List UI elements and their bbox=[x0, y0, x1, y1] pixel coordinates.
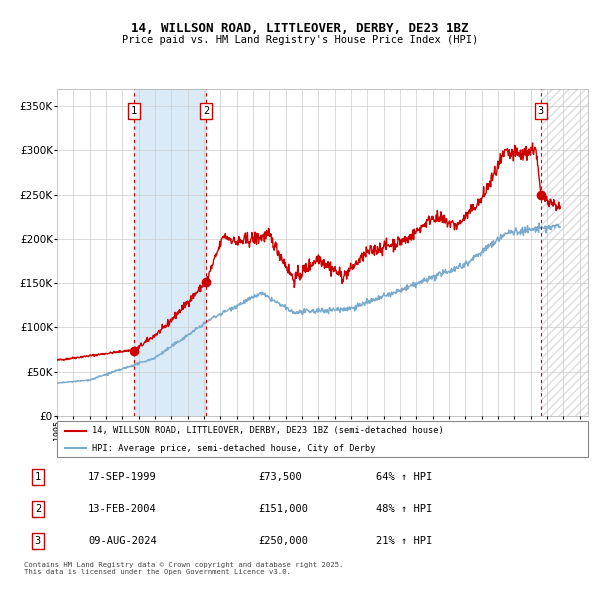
Text: 2: 2 bbox=[203, 106, 209, 116]
Text: 3: 3 bbox=[538, 106, 544, 116]
Text: Contains HM Land Registry data © Crown copyright and database right 2025.
This d: Contains HM Land Registry data © Crown c… bbox=[24, 562, 343, 575]
Text: £151,000: £151,000 bbox=[259, 504, 308, 514]
Text: 14, WILLSON ROAD, LITTLEOVER, DERBY, DE23 1BZ: 14, WILLSON ROAD, LITTLEOVER, DERBY, DE2… bbox=[131, 22, 469, 35]
Text: 1: 1 bbox=[131, 106, 137, 116]
Text: Price paid vs. HM Land Registry's House Price Index (HPI): Price paid vs. HM Land Registry's House … bbox=[122, 35, 478, 45]
Text: 09-AUG-2024: 09-AUG-2024 bbox=[88, 536, 157, 546]
Text: 21% ↑ HPI: 21% ↑ HPI bbox=[376, 536, 432, 546]
Bar bbox=[134, 88, 206, 416]
Text: HPI: Average price, semi-detached house, City of Derby: HPI: Average price, semi-detached house,… bbox=[92, 444, 375, 453]
Text: 1: 1 bbox=[35, 472, 41, 482]
Text: 3: 3 bbox=[35, 536, 41, 546]
Text: 17-SEP-1999: 17-SEP-1999 bbox=[88, 472, 157, 482]
Text: 13-FEB-2004: 13-FEB-2004 bbox=[88, 504, 157, 514]
Text: 48% ↑ HPI: 48% ↑ HPI bbox=[376, 504, 432, 514]
Bar bbox=[541, 88, 588, 416]
Text: £73,500: £73,500 bbox=[259, 472, 302, 482]
Text: £250,000: £250,000 bbox=[259, 536, 308, 546]
Text: 2: 2 bbox=[35, 504, 41, 514]
Text: 64% ↑ HPI: 64% ↑ HPI bbox=[376, 472, 432, 482]
Text: 14, WILLSON ROAD, LITTLEOVER, DERBY, DE23 1BZ (semi-detached house): 14, WILLSON ROAD, LITTLEOVER, DERBY, DE2… bbox=[92, 426, 443, 435]
